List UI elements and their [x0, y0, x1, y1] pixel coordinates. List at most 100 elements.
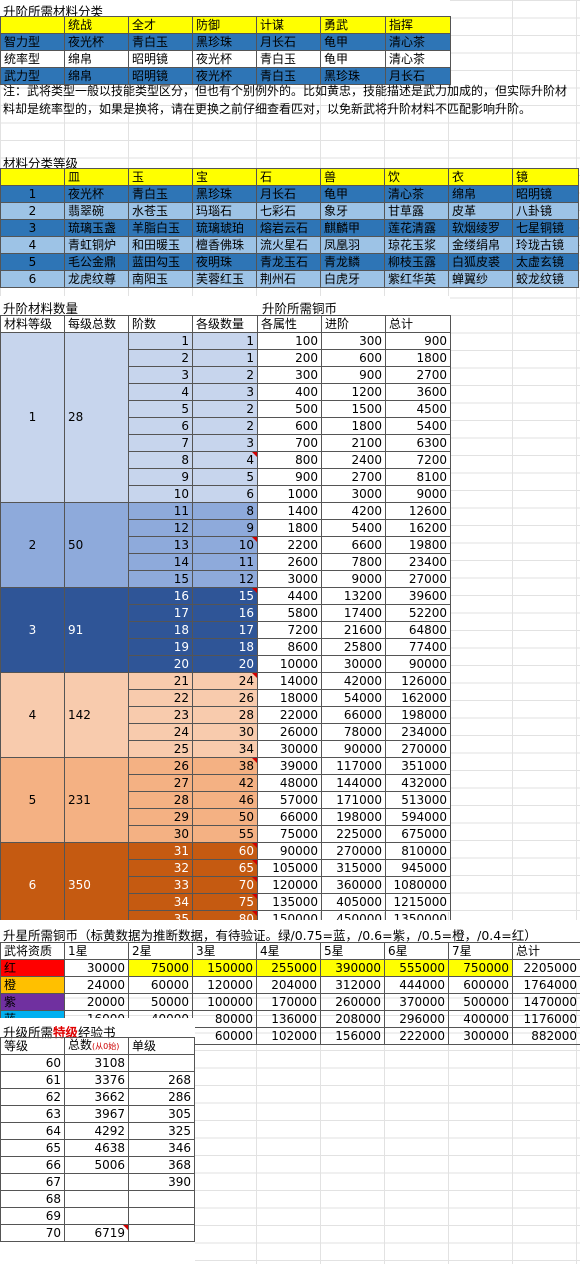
table-cell: 3376 [64, 1071, 129, 1089]
table-cell: 38 [192, 757, 258, 775]
table-cell: 6300 [385, 434, 451, 452]
table-cell: 600 [321, 349, 386, 367]
table-cell: 6 [192, 485, 258, 503]
table-row: 3 91 16 15 4400 13200 39600 [0, 587, 451, 673]
table-cell: 琼花玉浆 [384, 236, 449, 254]
table-row: 4 青虹铜炉 和田暖玉 檀香佛珠 流火星石 凤凰羽 琼花玉浆 金缕绢帛 玲珑古镜 [0, 236, 579, 254]
material-grade-table: 皿玉宝石兽饮衣镜 1 夜光杯 青白玉 黑珍珠 月长石 龟甲 清心茶 绵帛 昭明镜 2 翡翠碗 水苍玉 玛瑙… [0, 168, 579, 288]
total-cell: 28 [64, 332, 129, 503]
table-cell: 2100 [321, 434, 386, 452]
table-cell: 300 [257, 366, 322, 384]
header-row: 等级 总数(从0始) 单级 [0, 1037, 195, 1055]
table-cell: 810000 [385, 842, 451, 860]
level-cell: 2 [0, 502, 65, 588]
table-cell: 7200 [385, 451, 451, 469]
table-cell: 800 [257, 451, 322, 469]
table-cell: 和田暖玉 [128, 236, 193, 254]
table-cell: 27 [128, 774, 193, 792]
table-cell: 七彩石 [256, 202, 321, 220]
header-cell [0, 168, 65, 186]
table-cell: 4200 [321, 502, 386, 520]
table-row: 2 翡翠碗 水苍玉 玛瑙石 七彩石 象牙 甘草露 皮革 八卦镜 [0, 202, 579, 220]
table-cell: 1 [128, 332, 193, 350]
table-cell: 945000 [385, 859, 451, 877]
table-cell: 29 [128, 808, 193, 826]
table-cell: 24 [128, 723, 193, 741]
table-cell: 月长石 [256, 185, 321, 203]
table-cell: 234000 [385, 723, 451, 741]
table-cell: 15 [192, 587, 258, 605]
table-row: 64 4292 325 [0, 1122, 195, 1140]
table-cell: 60000 [128, 976, 193, 994]
table-cell: 286 [128, 1088, 195, 1106]
table-cell: 555000 [384, 959, 449, 977]
table-cell: 水苍玉 [128, 202, 193, 220]
table-cell: 蛟龙纹镜 [512, 270, 579, 288]
table-cell: 龟甲 [320, 50, 386, 68]
table-cell: 8 [128, 451, 193, 469]
table-cell: 蓝田勾玉 [128, 253, 193, 271]
header-cell: 防御 [192, 16, 257, 34]
table-cell: 315000 [321, 859, 386, 877]
table-cell: 27000 [385, 570, 451, 588]
table-cell: 9 [128, 468, 193, 486]
table-cell: 22000 [257, 706, 322, 724]
header-cell: 计谋 [256, 16, 321, 34]
table-cell: 325 [128, 1122, 195, 1140]
table-cell: 675000 [385, 825, 451, 843]
table-cell [128, 1054, 195, 1072]
table-cell: 268 [128, 1071, 195, 1089]
table-row: 28 46 57000 171000 513000 [1, 791, 451, 809]
table-cell: 15 [128, 570, 193, 588]
table-row: 13 10 2200 6600 19800 [1, 536, 451, 554]
header-cell: 总数(从0始) [64, 1037, 129, 1055]
table-cell: 6 [0, 270, 65, 288]
table-cell: 11 [128, 502, 193, 520]
table-cell: 75 [192, 893, 258, 911]
table-cell: 126000 [385, 672, 451, 690]
table-cell: 6719 [64, 1224, 129, 1242]
table-cell: 368 [128, 1156, 195, 1174]
table-cell: 1764000 [512, 976, 580, 994]
table-cell: 统率型 [0, 50, 65, 68]
table-row: 9 5 900 2700 8100 [1, 468, 451, 486]
table-cell: 69 [0, 1207, 65, 1225]
table-cell: 400 [257, 383, 322, 401]
table-cell: 500000 [448, 993, 513, 1011]
table-cell: 26000 [257, 723, 322, 741]
table-cell: 26 [192, 689, 258, 707]
table-cell: 4400 [257, 587, 322, 605]
table-cell: 八卦镜 [512, 202, 579, 220]
table-row: 66 5006 368 [0, 1156, 195, 1174]
table-cell: 42 [192, 774, 258, 792]
table-cell: 皮革 [448, 202, 513, 220]
total-cell: 50 [64, 502, 129, 588]
table-row: 武力型 绵帛 昭明镜 夜光杯 青白玉 黑珍珠 月长石 [0, 67, 451, 85]
table-cell: 65 [0, 1139, 65, 1157]
table-cell: 34 [192, 740, 258, 758]
upgrade-coin-title: 升阶所需铜币 [262, 301, 338, 316]
table-cell: 清心茶 [385, 50, 451, 68]
total-cell: 350 [64, 842, 129, 928]
table-cell: 28 [192, 706, 258, 724]
table-cell: 75000 [128, 959, 193, 977]
table-cell: 31 [128, 842, 193, 860]
table-cell: 4 [192, 451, 258, 469]
table-row: 2 50 11 8 1400 4200 12600 [0, 502, 451, 588]
table-cell: 52200 [385, 604, 451, 622]
table-cell: 62 [0, 1088, 65, 1106]
table-cell: 60 [0, 1054, 65, 1072]
table-cell: 2 [192, 417, 258, 435]
table-cell: 4500 [385, 400, 451, 418]
table-cell: 青虹铜炉 [64, 236, 129, 254]
table-cell: 18 [192, 638, 258, 656]
level-cell: 5 [0, 757, 65, 843]
table-cell: 夜明珠 [192, 253, 257, 271]
table-row: 68 [0, 1190, 195, 1208]
table-cell: 青龙鳞 [320, 253, 385, 271]
header-cell: 1星 [64, 942, 129, 960]
table-cell: 270000 [385, 740, 451, 758]
table-cell: 208000 [320, 1010, 385, 1028]
table-cell: 900 [257, 468, 322, 486]
table-cell: 2 [192, 366, 258, 384]
